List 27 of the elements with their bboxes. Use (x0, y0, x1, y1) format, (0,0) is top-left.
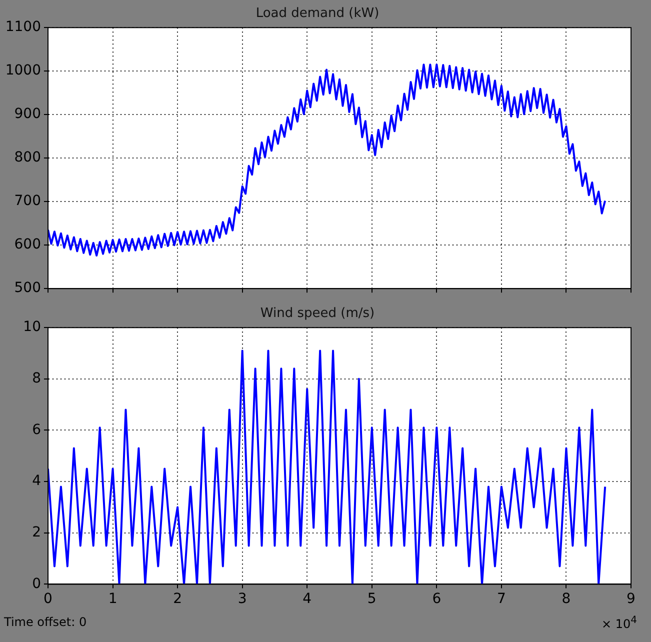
x-tick-label: 7 (496, 591, 506, 608)
y-tick-label: 4 (32, 473, 42, 490)
y-tick-label: 500 (14, 280, 41, 296)
y-tick-label: 2 (32, 524, 41, 541)
text: Time offset: 0 (4, 615, 87, 631)
x-tick-label: 1 (108, 591, 118, 608)
y-tick-label: 700 (14, 193, 41, 210)
x-tick-label: 9 (626, 591, 636, 608)
x-tick-label: 4 (302, 591, 312, 608)
x-tick-label: 3 (238, 591, 247, 608)
x-tick-label: 2 (173, 591, 182, 608)
y-tick-label: 8 (32, 370, 41, 387)
chart-title: Load demand (kW) (256, 6, 380, 22)
y-tick-label: 0 (32, 576, 41, 592)
x-tick-label: 8 (562, 591, 571, 608)
x-tick-label: 0 (44, 591, 52, 608)
x-tick-label: 5 (367, 591, 376, 608)
y-tick-label: 10 (23, 319, 41, 336)
y-tick-label: 6 (32, 422, 42, 438)
y-tick-label: 1000 (5, 62, 41, 79)
y-tick-label: 1100 (5, 19, 41, 36)
chart-title: Wind speed (m/s) (260, 306, 375, 322)
y-tick-label: 800 (14, 150, 41, 166)
y-tick-label: 600 (14, 236, 41, 253)
x-tick-label: 6 (432, 591, 442, 608)
text: × 10$^{4}$ (601, 615, 637, 631)
y-tick-label: 900 (14, 106, 41, 122)
